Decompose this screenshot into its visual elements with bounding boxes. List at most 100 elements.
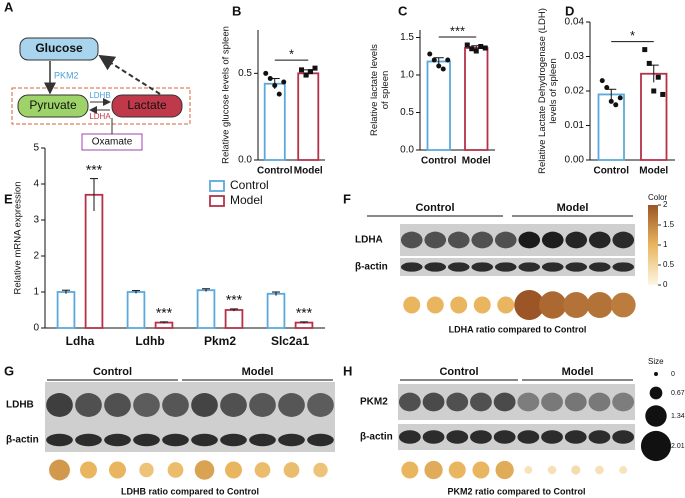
y-axis-label: Relative glucose levels of spleen [221,26,232,164]
x-tick-label: Control [257,166,293,177]
panel-label: B [232,3,241,18]
blot-band [133,433,160,447]
row-label: PKM2 [360,397,388,408]
blot-band [541,392,563,412]
group-label: Model [557,202,589,214]
group-label: Control [439,366,478,378]
blot-band [493,430,516,444]
blot-band [75,433,102,447]
blot-band [470,430,492,444]
y-tick-label: 2 [33,251,39,262]
bar [196,289,216,329]
node-label: Pyruvate [29,98,77,112]
ratio-dot [547,465,557,475]
bar [126,291,146,329]
data-point [604,85,610,91]
bar [56,291,76,329]
node-label: Lactate [127,98,167,112]
data-point [445,57,451,63]
blot-band [307,433,334,447]
data-point [308,69,313,75]
y-axis-label: Relative Lactate Dehydrogenase (LDH) [537,8,548,174]
ratio-dot [225,461,242,479]
data-point [473,48,479,54]
color-tick-label: 0.5 [663,260,675,269]
row-label: β-actin [360,432,393,443]
significance-label: * [289,47,294,62]
x-tick-label: Control [593,166,629,177]
blot-band [191,393,218,417]
bar [224,309,244,329]
ratio-dot [571,465,581,475]
x-tick-label: Model [462,156,491,167]
bar [426,60,451,151]
bar [297,72,320,161]
blot-band [75,393,102,417]
blot-band [541,430,563,444]
blot-band [447,262,470,272]
ratio-dot [80,461,97,479]
data-point [427,51,433,57]
y-tick-label: 4 [33,179,39,190]
y-tick-label: 0.01 [565,120,585,131]
ratio-dot [450,296,468,314]
blot-band [447,231,470,249]
data-point [478,44,484,49]
y-tick-label: 1.5 [400,32,414,43]
blot-band [220,433,247,447]
significance-label: *** [156,305,173,321]
edge-label: PKM2 [54,70,79,80]
blot-band [612,262,635,272]
y-tick-label: 0.5 [238,68,252,79]
data-point [440,66,446,72]
x-tick-label: Control [421,156,457,167]
data-point [469,46,475,52]
blot-band [494,231,517,249]
data-point [431,57,437,63]
legend-swatch [209,195,225,207]
blot-band [422,392,445,412]
ratio-dot [194,460,215,480]
bar [294,321,314,329]
blot-band [612,231,635,249]
ratio-dot [595,465,604,475]
blot-band [424,262,447,272]
panel-label: G [4,363,14,378]
blot-band [424,231,447,249]
panel-label: E [4,191,13,206]
ratio-dot [539,291,567,319]
blot-band [162,393,189,417]
x-tick-label: Ldha [66,334,95,348]
ratio-dot [524,466,533,474]
node-label: Glucose [35,41,83,55]
x-tick-label: Ldhb [135,334,164,348]
blot-band [162,433,189,447]
caption: PKM2 ratio compared to Control [447,486,585,496]
y-tick-label: 5 [33,143,39,154]
row-label: β-actin [355,262,388,273]
significance-label: *** [450,23,465,38]
y-tick-label: 0.04 [565,17,585,28]
data-point [482,45,488,51]
blot-band [278,433,305,447]
data-point [272,82,278,88]
y-axis-label: Relative lactate levels [369,44,380,136]
edge-label: LDHA [89,112,111,121]
ratio-dot [472,461,490,479]
bar [464,47,489,151]
caption: LDHA ratio compared to Control [449,324,587,334]
blot-band [46,393,73,417]
arrow [98,54,161,95]
blot-band [493,392,516,412]
data-point [617,95,623,101]
ratio-dot [586,291,613,319]
data-point [312,65,318,71]
size-key [640,430,672,462]
ratio-dot [403,296,421,314]
glucose-node [19,37,99,61]
data-point [276,91,282,97]
edge-label: LDHB [89,91,110,100]
size-tick-label: 1.34 [671,413,685,420]
group-label: Control [415,202,454,214]
ratio-dot [283,462,300,478]
